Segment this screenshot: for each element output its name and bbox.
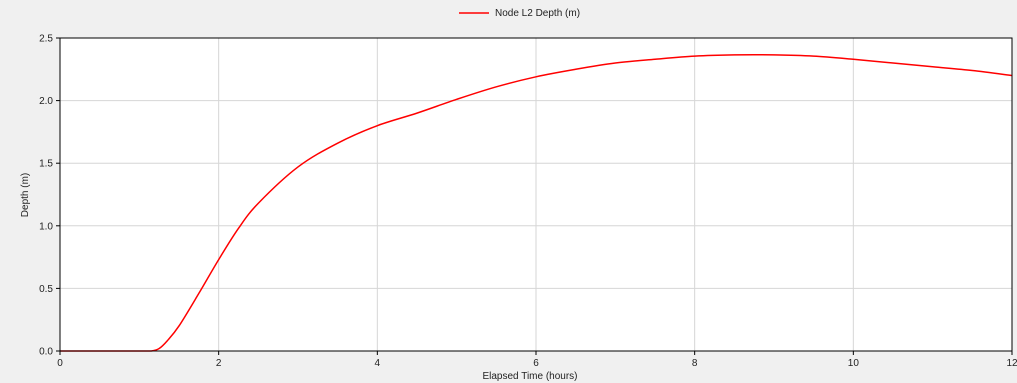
y-axis-title: Depth (m) xyxy=(20,173,31,217)
x-axis-title: Elapsed Time (hours) xyxy=(482,371,577,382)
series-layer xyxy=(59,53,1013,352)
x-tick-label-2: 4 xyxy=(375,358,381,369)
x-tick-label-4: 8 xyxy=(692,358,698,369)
y-tick-label-2: 1.0 xyxy=(39,221,53,232)
x-axis-ticks: 0 2 4 6 8 10 12 xyxy=(57,351,1017,369)
x-tick-label-5: 10 xyxy=(848,358,860,369)
y-axis-ticks: 0.0 0.5 1.0 1.5 2.0 2.5 xyxy=(39,34,60,358)
x-tick-label-6: 12 xyxy=(1006,358,1017,369)
series-line-node-l2-depth xyxy=(59,53,1013,352)
y-tick-label-1: 0.5 xyxy=(39,284,53,295)
y-tick-label-3: 1.5 xyxy=(39,159,53,170)
x-tick-label-1: 2 xyxy=(216,358,222,369)
x-tick-label-3: 6 xyxy=(533,358,539,369)
legend: Node L2 Depth (m) xyxy=(459,8,580,19)
grid-lines xyxy=(60,38,1012,351)
x-tick-label-0: 0 xyxy=(57,358,63,369)
y-tick-label-4: 2.0 xyxy=(39,96,53,107)
y-tick-label-5: 2.5 xyxy=(39,34,53,45)
y-tick-label-0: 0.0 xyxy=(39,347,53,358)
legend-label-node-l2-depth: Node L2 Depth (m) xyxy=(495,8,580,19)
